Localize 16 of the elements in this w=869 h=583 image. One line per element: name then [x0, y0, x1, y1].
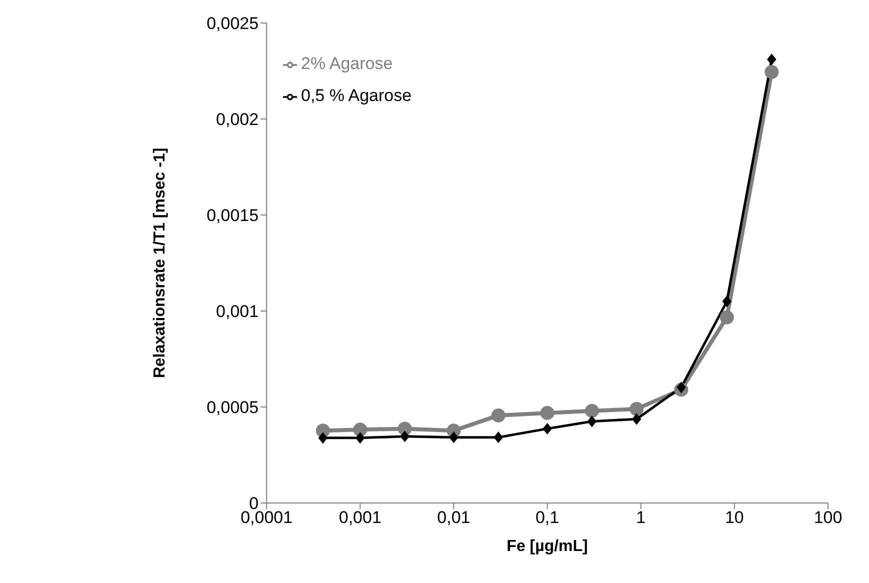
- y-tick-label: 0,002: [216, 110, 259, 130]
- x-axis-title: Fe [µg/mL]: [506, 538, 588, 555]
- x-tick-label: 0,01: [437, 508, 470, 528]
- legend-label: 0,5 % Agarose: [301, 86, 412, 105]
- x-tick-label: 100: [814, 508, 842, 528]
- x-tick-label: 0,0001: [240, 508, 293, 528]
- y-tick-label: 0,0015: [206, 206, 259, 226]
- legend-label: 2% Agarose: [301, 54, 393, 73]
- y-tick-label: 0,0025: [206, 14, 259, 34]
- x-tick-label: 0,001: [338, 508, 382, 528]
- x-tick-label: 10: [724, 508, 744, 528]
- y-axis-title: Relaxationsrate 1/T1 [msec -1]: [151, 148, 168, 378]
- y-tick-label: 0,0005: [206, 398, 259, 418]
- x-tick-label: 1: [636, 508, 646, 528]
- y-tick-label: 0,001: [216, 302, 259, 322]
- x-tick-label: 0,1: [535, 508, 560, 528]
